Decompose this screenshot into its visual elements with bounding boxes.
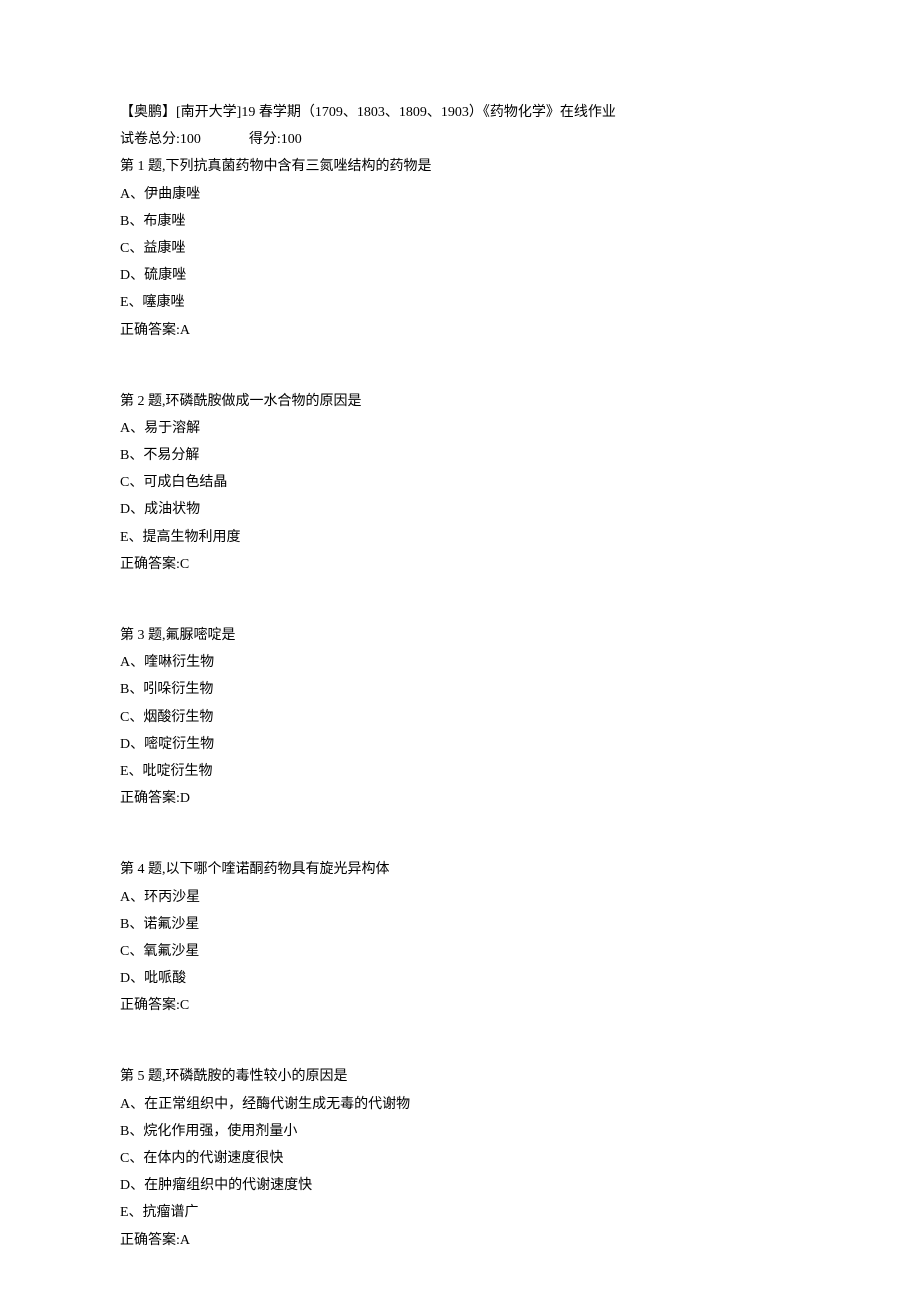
question-option: D、硫康唑 [120, 263, 800, 288]
question-option: E、噻康唑 [120, 290, 800, 315]
document-title: 【奥鹏】[南开大学]19 春学期（1709、1803、1809、1903）《药物… [120, 100, 800, 125]
question-answer: 正确答案:D [120, 786, 800, 811]
score-line: 试卷总分:100得分:100 [120, 127, 800, 152]
question-option: D、成油状物 [120, 497, 800, 522]
question-option: B、布康唑 [120, 209, 800, 234]
spacer [120, 345, 800, 389]
question-block: 第 3 题,氟脲嘧啶是A、喹啉衍生物B、吲哚衍生物 C、烟酸衍生物D、嘧啶衍生物E… [120, 623, 800, 811]
question-option: D、嘧啶衍生物 [120, 732, 800, 757]
question-title: 第 3 题,氟脲嘧啶是 [120, 623, 800, 648]
question-answer: 正确答案:C [120, 552, 800, 577]
question-option: A、伊曲康唑 [120, 182, 800, 207]
question-option: D、在肿瘤组织中的代谢速度快 [120, 1173, 800, 1198]
question-answer: 正确答案:C [120, 993, 800, 1018]
score-label: 得分: [249, 132, 281, 147]
question-block: 第 4 题,以下哪个喹诺酮药物具有旋光异构体 A、环丙沙星B、诺氟沙星C、氧氟沙星… [120, 857, 800, 1018]
score-value: 100 [281, 132, 302, 147]
question-block: 第 5 题,环磷酰胺的毒性较小的原因是 A、在正常组织中，经酶代谢生成无毒的代谢物… [120, 1064, 800, 1252]
question-title: 第 4 题,以下哪个喹诺酮药物具有旋光异构体 [120, 857, 800, 882]
question-option: C、益康唑 [120, 236, 800, 261]
question-option: B、不易分解 [120, 443, 800, 468]
question-option: C、可成白色结晶 [120, 470, 800, 495]
question-title: 第 1 题,下列抗真菌药物中含有三氮唑结构的药物是 [120, 154, 800, 179]
question-block: 第 2 题,环磷酰胺做成一水合物的原因是A、易于溶解B、不易分解C、可成白色结晶… [120, 389, 800, 577]
question-option: C、烟酸衍生物 [120, 705, 800, 730]
question-answer: 正确答案:A [120, 1228, 800, 1253]
total-score-label: 试卷总分: [120, 132, 180, 147]
question-option: B、烷化作用强，使用剂量小 [120, 1119, 800, 1144]
spacer [120, 813, 800, 857]
spacer [120, 579, 800, 623]
question-option: B、诺氟沙星 [120, 912, 800, 937]
question-option: A、在正常组织中，经酶代谢生成无毒的代谢物 [120, 1092, 800, 1117]
total-score-value: 100 [180, 132, 201, 147]
question-option: E、吡啶衍生物 [120, 759, 800, 784]
question-title: 第 5 题,环磷酰胺的毒性较小的原因是 [120, 1064, 800, 1089]
spacer [120, 1020, 800, 1064]
question-option: B、吲哚衍生物 [120, 677, 800, 702]
question-block: 第 1 题,下列抗真菌药物中含有三氮唑结构的药物是 A、伊曲康唑B、布康唑C、益康… [120, 154, 800, 342]
question-title: 第 2 题,环磷酰胺做成一水合物的原因是 [120, 389, 800, 414]
question-option: E、提高生物利用度 [120, 525, 800, 550]
question-option: C、氧氟沙星 [120, 939, 800, 964]
question-answer: 正确答案:A [120, 318, 800, 343]
question-option: A、喹啉衍生物 [120, 650, 800, 675]
question-option: D、吡哌酸 [120, 966, 800, 991]
question-option: E、抗瘤谱广 [120, 1200, 800, 1225]
question-option: C、在体内的代谢速度很快 [120, 1146, 800, 1171]
question-option: A、环丙沙星 [120, 885, 800, 910]
question-option: A、易于溶解 [120, 416, 800, 441]
questions-container: 第 1 题,下列抗真菌药物中含有三氮唑结构的药物是 A、伊曲康唑B、布康唑C、益康… [120, 154, 800, 1252]
